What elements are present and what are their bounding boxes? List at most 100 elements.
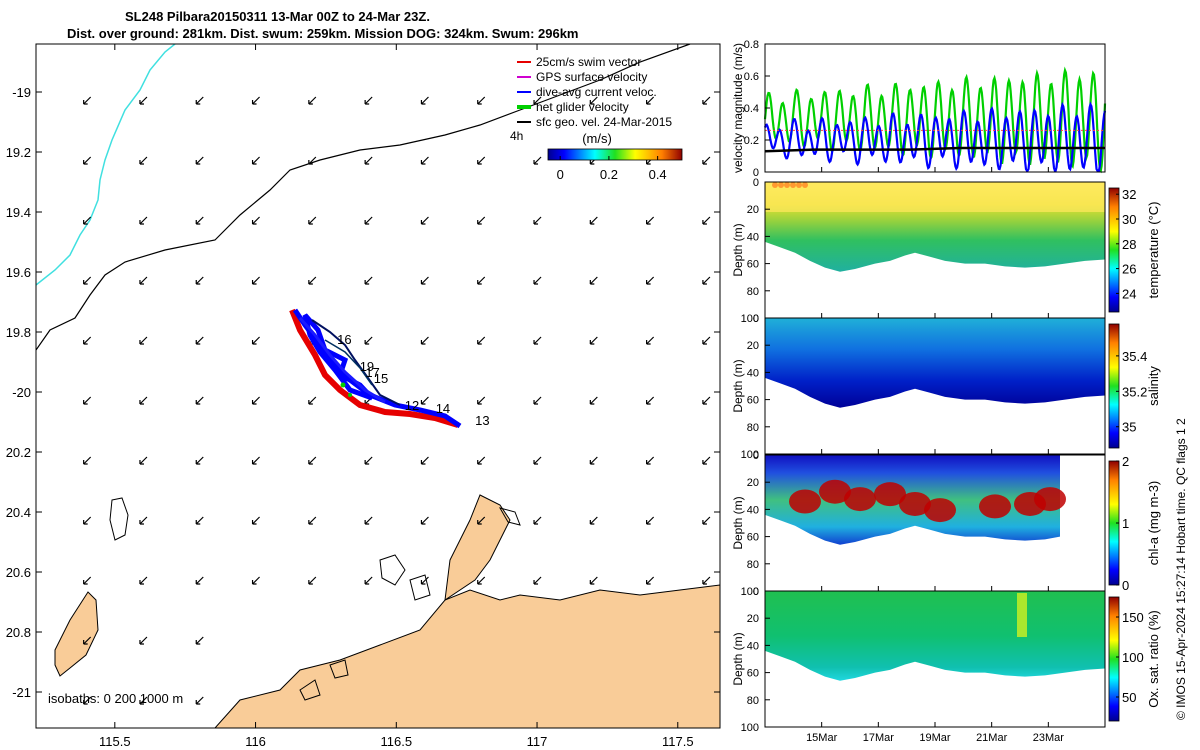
geo-arrow: [83, 636, 92, 645]
geo-arrow: [477, 276, 486, 285]
geo-arrow: [83, 516, 92, 525]
legend-label: GPS surface velocity: [536, 70, 647, 84]
oxygen-colorbar: [1108, 596, 1120, 722]
isobath-cyan: [36, 44, 176, 286]
legend-label: sfc geo. vel. 24-Mar-2015: [536, 115, 672, 129]
colorbar-tick-label: 0: [557, 167, 564, 182]
colorbar-tick-label: 24: [1122, 286, 1136, 301]
colorbar-tick-label: 50: [1122, 690, 1136, 705]
depth-tick-label: 40: [747, 640, 759, 652]
temperature-colorbar-label: temperature (°C): [1146, 202, 1161, 299]
temperature-colorbar: [1108, 187, 1120, 313]
geo-arrow: [195, 396, 204, 405]
chl-max-patch: [819, 479, 851, 504]
temperature-warm-point: [772, 182, 778, 188]
series-sfc-geo-velocity: [764, 146, 1105, 153]
geo-arrow: [195, 456, 204, 465]
date-tick-label: 21Mar: [976, 732, 1008, 744]
geo-arrow: [251, 456, 260, 465]
geo-arrow: [533, 276, 542, 285]
geo-arrow: [589, 576, 598, 585]
geo-arrow: [251, 156, 260, 165]
depth-tick-label: 20: [747, 477, 759, 489]
geo-arrow: [308, 456, 317, 465]
geo-arrow: [477, 156, 486, 165]
geo-arrow: [420, 336, 429, 345]
map-ytick-label: 19.8: [6, 325, 31, 340]
colorbar-tick-label: 0: [1122, 578, 1129, 593]
legend-item: sfc geo. vel. 24-Mar-2015: [517, 115, 672, 129]
map-ytick-label: -20: [12, 385, 31, 400]
legend-item: 25cm/s swim vector: [517, 55, 641, 69]
map-ytick-label: 19.6: [6, 265, 31, 280]
temperature-ylabel: Depth (m): [731, 223, 745, 276]
island-cluster: [299, 507, 521, 701]
geo-arrow: [420, 576, 429, 585]
velocity-ytick-label: 0.8: [744, 39, 759, 51]
geo-arrow: [702, 276, 711, 285]
section-temperature: 0 20 40 60 80 100 Depth (m) 24 26 28 30 32 temperatu…: [731, 177, 1161, 325]
map-xtick-label: 115.5: [99, 734, 131, 749]
temperature-warm-point: [784, 182, 790, 188]
geo-arrow: [195, 576, 204, 585]
geo-arrow: [533, 216, 542, 225]
map-ytick-label: 19.4: [6, 205, 31, 220]
map-ytick-label: 20.2: [6, 445, 31, 460]
geo-arrow: [195, 696, 204, 705]
geo-arrow: [251, 216, 260, 225]
colorbar-tick-label: 35.4: [1122, 349, 1147, 364]
geo-arrow: [702, 156, 711, 165]
geo-arrow: [83, 456, 92, 465]
depth-tick-label: 20: [747, 204, 759, 216]
depth-tick-label: 60: [747, 668, 759, 680]
isobath-1000m: [36, 44, 691, 351]
velocity-ytick-label: 0.4: [744, 103, 759, 115]
chl-max-patch: [789, 489, 821, 514]
geo-arrow: [251, 336, 260, 345]
depth-tick-label: 40: [747, 367, 759, 379]
geo-arrow: [477, 516, 486, 525]
geo-arrow: [308, 276, 317, 285]
figure-title-line1: SL248 Pilbara20150311 13-Mar 00Z to 24-M…: [125, 9, 430, 24]
map-ticks: 115.5 116 116.5 117 117.5 -19 19.2 19.4 19.6 19.8…: [6, 44, 720, 749]
geo-arrow: [83, 336, 92, 345]
colorbar-tick-label: 2: [1122, 454, 1129, 469]
date-tick-label: 15Mar: [806, 732, 838, 744]
legend-label: net glider velocity: [536, 100, 629, 114]
geo-arrow: [83, 96, 92, 105]
geo-arrow: [308, 96, 317, 105]
depth-tick-label: 100: [741, 449, 759, 461]
geo-arrow: [533, 336, 542, 345]
date-tick-label: 19Mar: [919, 732, 951, 744]
geo-arrow: [420, 516, 429, 525]
geo-arrow: [533, 396, 542, 405]
section-oxygen: 0 20 40 60 80 100 Depth (m) 50 100 150 Ox. sat. ra…: [731, 586, 1161, 734]
geo-arrow: [308, 516, 317, 525]
depth-tick-label: 60: [747, 259, 759, 271]
depth-tick-label: 60: [747, 532, 759, 544]
colorbar-tick-label: 0.2: [600, 167, 618, 182]
colorbar-tick-label: 35: [1122, 420, 1136, 435]
geo-arrow: [420, 396, 429, 405]
chl-max-patch: [924, 498, 956, 523]
day-label: 17: [365, 365, 379, 380]
legend-note: 4h: [510, 129, 523, 143]
geo-arrow: [308, 216, 317, 225]
chl-max-patch: [899, 491, 931, 516]
footer-note: © IMOS 15-Apr-2024 15:27:14 Hobart time.…: [1174, 418, 1188, 720]
geo-arrow: [139, 276, 148, 285]
geo-arrow: [83, 216, 92, 225]
geo-arrow: [702, 576, 711, 585]
oxygen-ylabel: Depth (m): [731, 632, 745, 685]
colorbar-unit: (m/s): [582, 131, 612, 146]
geo-arrow: [589, 216, 598, 225]
map-xtick-label: 116.5: [381, 734, 413, 749]
series-dive-avg-current: [763, 101, 1107, 172]
map-xtick-label: 117: [527, 734, 548, 749]
depth-tick-label: 40: [747, 231, 759, 243]
colorbar-tick-label: 26: [1122, 262, 1136, 277]
geo-arrow: [83, 276, 92, 285]
